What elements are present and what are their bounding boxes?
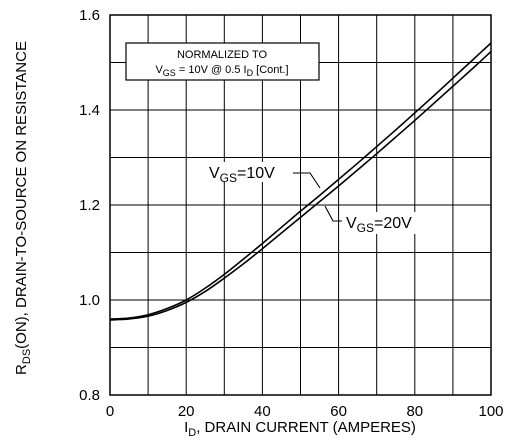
x-tick-label: 40 — [254, 403, 271, 420]
y-tick-labels: 0.8 1.0 1.2 1.4 1.6 — [79, 7, 100, 404]
leader-line-vgs20 — [324, 205, 342, 222]
x-tick-label: 20 — [178, 403, 195, 420]
label-bg-vgs10 — [207, 162, 287, 182]
x-axis-title: ID, DRAIN CURRENT (AMPERES) — [184, 419, 416, 439]
x-tick-label: 100 — [478, 403, 503, 420]
normalization-note-line1: NORMALIZED TO — [177, 49, 267, 61]
x-tick-label: 0 — [106, 403, 114, 420]
y-tick-label: 1.0 — [79, 292, 100, 309]
curve-label-vgs20: VGS=20V — [346, 215, 412, 235]
series-line-vgs-10v — [109, 42, 492, 320]
plot-frame — [109, 14, 492, 396]
grid — [110, 15, 491, 395]
normalization-note-box — [125, 42, 320, 81]
y-tick-label: 1.6 — [79, 7, 100, 24]
x-tick-label: 60 — [330, 403, 347, 420]
y-tick-label: 1.2 — [79, 197, 100, 214]
leader-line-vgs10 — [293, 172, 321, 189]
normalization-note-line2: VGS = 10V @ 0.5 ID [Cont.] — [155, 64, 288, 78]
y-axis-title: RDS(ON), DRAIN-TO-SOURCE ON RESISTANCE — [13, 41, 33, 375]
label-bg-vgs20 — [344, 212, 424, 234]
series-line-vgs-20v — [109, 50, 492, 321]
curve-label-vgs10: VGS=10V — [209, 165, 275, 185]
curves — [109, 42, 492, 321]
x-tick-label: 80 — [406, 403, 423, 420]
y-tick-label: 0.8 — [79, 387, 100, 404]
y-tick-label: 1.4 — [79, 102, 100, 119]
x-tick-labels: 0 20 40 60 80 100 — [106, 403, 504, 420]
